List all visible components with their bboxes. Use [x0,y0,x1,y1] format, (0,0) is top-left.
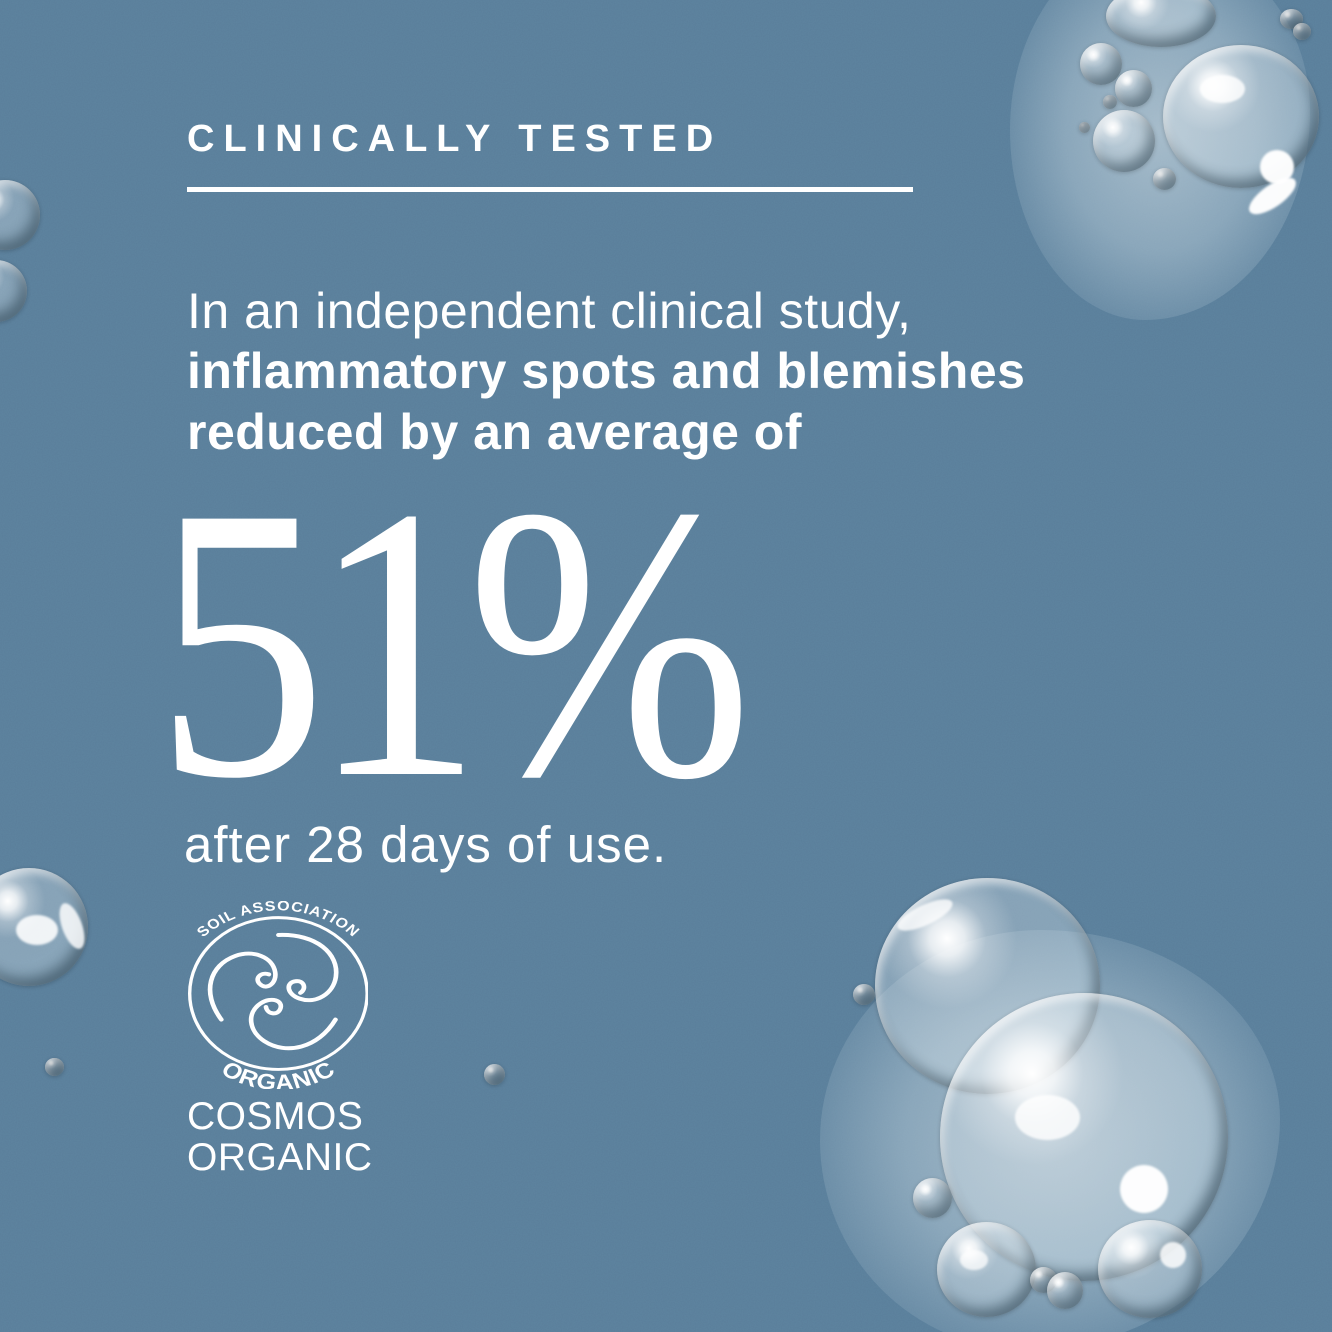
svg-text:ORGANIC: ORGANIC [217,1057,340,1089]
